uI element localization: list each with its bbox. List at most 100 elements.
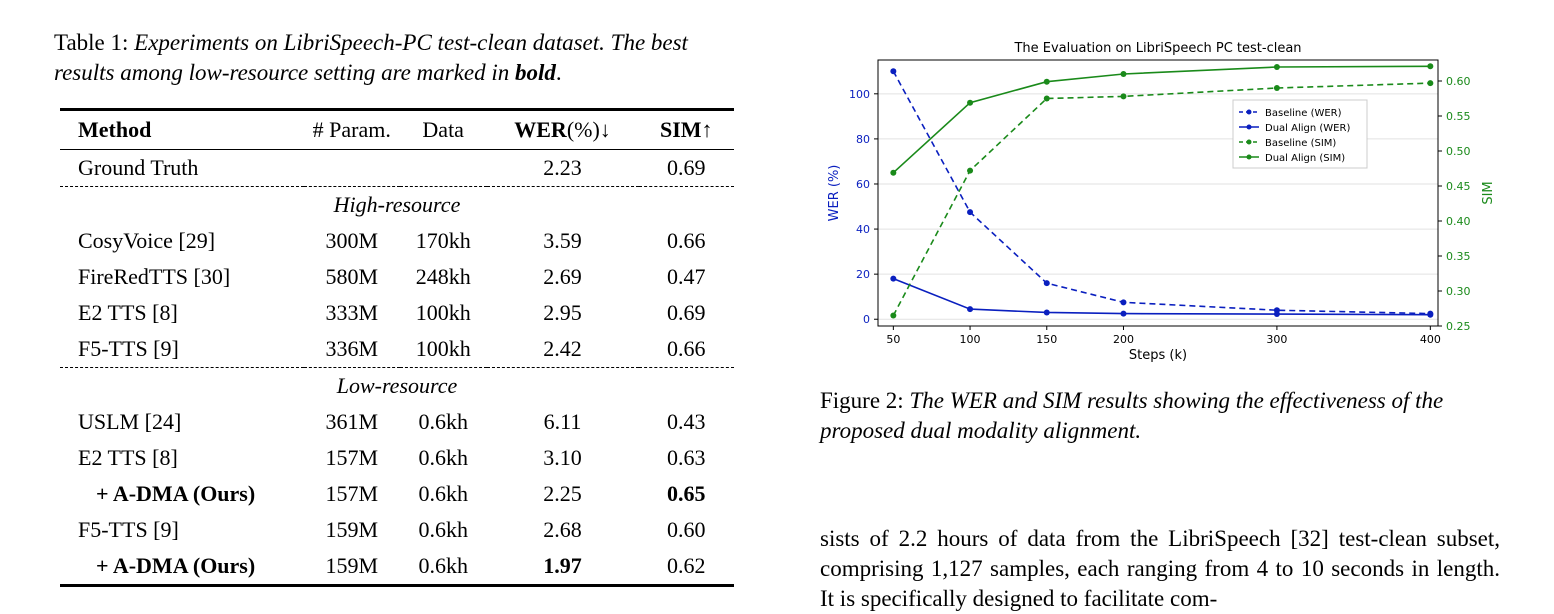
y2-tick-label: 0.35: [1446, 250, 1471, 263]
figure-chart: The Evaluation on LibriSpeech PC test-cl…: [820, 36, 1510, 366]
series-point-0: [890, 68, 897, 75]
cell-method: F5-TTS [9]: [78, 517, 179, 542]
cell-param: 580M: [325, 264, 379, 289]
series-point-2: [890, 312, 897, 319]
cell-sim: 0.69: [667, 300, 706, 325]
legend-marker: [1246, 154, 1252, 160]
cell-method: + A-DMA (Ours): [96, 553, 256, 578]
cell-param: 157M: [325, 481, 379, 506]
x-tick-label: 300: [1266, 333, 1287, 346]
cell-sim: 0.43: [667, 409, 706, 434]
cell-data: 100kh: [415, 300, 471, 325]
cell-data: 0.6kh: [418, 481, 468, 506]
header-data: Data: [422, 117, 464, 142]
cell-data: 0.6kh: [418, 445, 468, 470]
series-point-1: [1120, 310, 1127, 317]
cell-method: + A-DMA (Ours): [96, 481, 256, 506]
table-row: USLM [24] 361M 0.6kh 6.11 0.43: [60, 404, 734, 440]
cell-param: 159M: [325, 517, 379, 542]
series-point-3: [1120, 71, 1127, 77]
y2-tick-label: 0.55: [1446, 110, 1471, 123]
series-point-1: [1273, 311, 1280, 318]
cell-param: 159M: [325, 553, 379, 578]
series-point-0: [967, 209, 974, 216]
cell-wer: 3.10: [543, 445, 582, 470]
figure-caption: Figure 2: The WER and SIM results showin…: [820, 386, 1500, 446]
y2-tick-label: 0.30: [1446, 285, 1471, 298]
legend-label: Baseline (WER): [1265, 108, 1342, 119]
table-row: CosyVoice [29] 300M 170kh 3.59 0.66: [60, 223, 734, 259]
series-point-2: [1120, 93, 1127, 100]
table-caption-text: Experiments on LibriSpeech-PC test-clean…: [54, 30, 688, 85]
x-tick-label: 200: [1113, 333, 1134, 346]
cell-param: 300M: [325, 228, 379, 253]
section-label-high-resource: High-resource: [333, 192, 461, 217]
cell-param: 336M: [303, 331, 400, 368]
series-point-1: [890, 275, 897, 282]
series-point-1: [1427, 311, 1434, 318]
header-wer-unit: (%)↓: [566, 117, 611, 142]
section-row-low-resource: Low-resource: [60, 368, 734, 405]
cell-wer: 2.42: [486, 331, 639, 368]
cell-data: 0.6kh: [418, 409, 468, 434]
table-row-ground-truth: Ground Truth 2.23 0.69: [60, 149, 734, 187]
cell-method: E2 TTS [8]: [78, 300, 178, 325]
figure-caption-label: Figure 2:: [820, 388, 904, 413]
table-block: Table 1: Experiments on LibriSpeech-PC t…: [54, 28, 738, 586]
y-tick-label: 40: [856, 223, 870, 236]
cell-wer: 2.69: [543, 264, 582, 289]
y2-tick-label: 0.50: [1446, 145, 1471, 158]
cell-data: 248kh: [415, 264, 471, 289]
header-param: # Param.: [312, 117, 391, 142]
cell-sim: 0.47: [667, 264, 706, 289]
cell-method: CosyVoice [29]: [78, 228, 216, 253]
series-line-2: [892, 82, 1431, 316]
body-paragraph: sists of 2.2 hours of data from the Libr…: [820, 526, 1500, 611]
series-point-3: [1427, 63, 1434, 70]
table-row: F5-TTS [9] 336M 100kh 2.42 0.66: [60, 331, 734, 368]
cell-data: 170kh: [415, 228, 471, 253]
series-point-3: [890, 169, 897, 176]
series-line-1: [893, 277, 1431, 316]
table-caption: Table 1: Experiments on LibriSpeech-PC t…: [54, 28, 738, 88]
x-tick-label: 50: [886, 333, 900, 346]
table-row: E2 TTS [8] 157M 0.6kh 3.10 0.63: [60, 440, 734, 476]
cell-sim: 0.63: [667, 445, 706, 470]
cell-method: E2 TTS [8]: [78, 445, 178, 470]
series-point-3: [967, 99, 974, 106]
table-row: FireRedTTS [30] 580M 248kh 2.69 0.47: [60, 259, 734, 295]
y-tick-label: 80: [856, 133, 870, 146]
legend-marker: [1246, 139, 1252, 145]
table-caption-end: .: [555, 60, 562, 85]
series-point-2: [1273, 85, 1280, 91]
series-point-2: [1427, 80, 1434, 87]
cell-data: 0.6kh: [418, 553, 468, 578]
cell-sim: 0.66: [667, 228, 706, 253]
cell-sim: 0.66: [638, 331, 734, 368]
legend-marker: [1246, 109, 1252, 115]
y-tick-label: 0: [863, 313, 870, 326]
cell-sim-best: 0.65: [667, 481, 706, 506]
x-tick-label: 100: [960, 333, 981, 346]
y2-tick-label: 0.40: [1446, 215, 1471, 228]
header-wer-label: WER: [514, 117, 567, 142]
legend-marker: [1246, 124, 1252, 130]
plot-frame: [877, 59, 1439, 327]
y-tick-label: 100: [849, 88, 870, 101]
y2-axis-label: SIM: [1481, 181, 1496, 204]
cell-param: 333M: [325, 300, 379, 325]
cell-sim: 0.69: [638, 149, 734, 187]
table-caption-bold: bold: [515, 60, 556, 85]
series-point-3: [1043, 78, 1050, 85]
y2-tick-label: 0.60: [1446, 75, 1471, 88]
cell-data: [399, 149, 487, 187]
y-axis-label: WER (%): [827, 165, 842, 222]
header-wer: WER(%)↓: [487, 110, 639, 150]
cell-wer: 2.95: [543, 300, 582, 325]
chart-svg: The Evaluation on LibriSpeech PC test-cl…: [827, 41, 1496, 363]
table-caption-label: Table 1:: [54, 30, 129, 55]
x-tick-label: 150: [1036, 333, 1057, 346]
cell-method: FireRedTTS [30]: [78, 264, 231, 289]
cell-wer: 6.11: [543, 409, 582, 434]
cell-sim: 0.60: [667, 517, 706, 542]
